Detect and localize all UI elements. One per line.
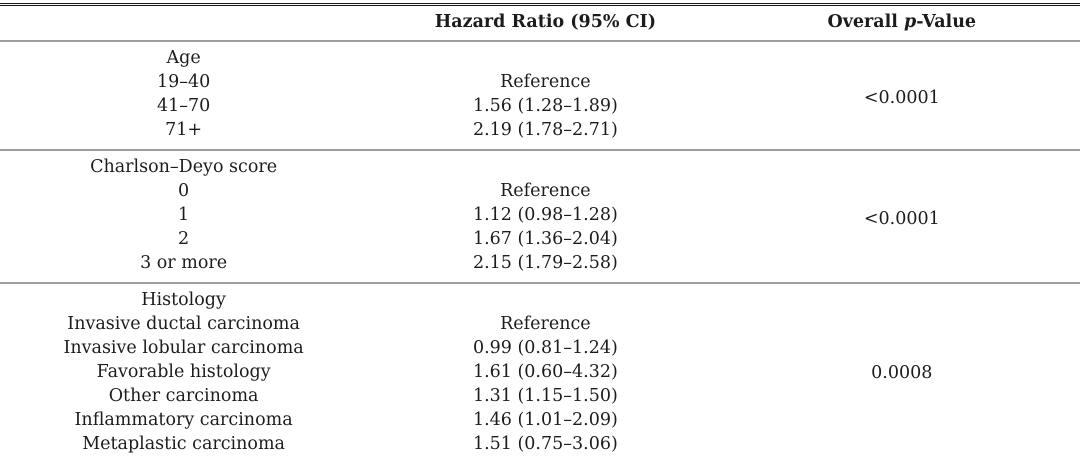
hazard-ratio-cell [367,41,723,70]
pvalue-cell: 0.0008 [871,363,933,383]
table-row: 41–70 1.56 (1.28–1.89) [0,94,1080,118]
row-label: Inflammatory carcinoma [74,410,293,430]
row-label: 3 or more [140,253,228,273]
hazard-ratio-cell [367,150,723,179]
table-row: Charlson–Deyo score <0.0001 [0,150,1080,229]
table-header: Hazard Ratio (95% CI) Overall p-Value [0,5,1080,42]
section-age: Age <0.0001 19–40 Reference 41–70 1.56 (… [0,41,1080,150]
col-header-variable [0,5,367,42]
hazard-ratio-cell: Reference [500,314,591,334]
table-row: Other carcinoma 1.31 (1.15–1.50) [0,384,1080,408]
pvalue-header-prefix: Overall [827,12,898,32]
row-label: 19–40 [156,72,211,92]
col-header-pvalue: Overall p-Value [724,5,1080,42]
table-row: 1 1.12 (0.98–1.28) [0,203,1080,227]
table-row: 19–40 Reference [0,70,1080,94]
table-row: Histology 0.0008 [0,283,1080,383]
row-label: Invasive ductal carcinoma [67,314,300,334]
pvalue-header-italic-p: p [904,12,917,32]
hazard-ratio-cell: 1.51 (0.75–3.06) [472,434,618,454]
row-label: 71+ [165,120,203,140]
row-label: Favorable histology [96,362,271,382]
hazard-ratio-table: Hazard Ratio (95% CI) Overall p-Value Ag… [0,3,1080,458]
row-label: 0 [178,181,190,201]
table-row: 2 1.67 (1.36–2.04) [0,227,1080,251]
col-header-hazard-ratio: Hazard Ratio (95% CI) [434,12,656,32]
table-row: Invasive ductal carcinoma Reference [0,312,1080,336]
row-label: 2 [178,229,190,249]
hazard-ratio-cell: 1.31 (1.15–1.50) [472,386,618,406]
hazard-ratio-cell: 1.12 (0.98–1.28) [472,205,618,225]
table-row: Favorable histology 1.61 (0.60–4.32) [0,360,1080,384]
row-label: 1 [178,205,190,225]
section-charlson-deyo: Charlson–Deyo score <0.0001 0 Reference … [0,150,1080,283]
table-row: Invasive lobular carcinoma 0.99 (0.81–1.… [0,336,1080,360]
table-row: 71+ 2.19 (1.78–2.71) [0,118,1080,150]
group-label: Age [166,48,201,68]
hazard-ratio-cell: Reference [500,72,591,92]
row-label: Invasive lobular carcinoma [63,338,304,358]
group-label: Histology [141,290,226,310]
hazard-ratio-cell: 2.19 (1.78–2.71) [472,120,618,140]
table-row: Age <0.0001 [0,41,1080,108]
row-label: 41–70 [156,96,211,116]
hazard-ratio-cell: 1.46 (1.01–2.09) [472,410,618,430]
hazard-ratio-cell: 0.99 (0.81–1.24) [472,338,618,358]
pvalue-cell: <0.0001 [863,87,940,108]
pvalue-cell: <0.0001 [863,208,940,229]
hazard-ratio-cell [367,283,723,312]
table-row: Metaplastic carcinoma 1.51 (0.75–3.06) [0,432,1080,458]
hazard-ratio-cell: 1.67 (1.36–2.04) [472,229,618,249]
row-label: Metaplastic carcinoma [82,434,285,454]
hazard-ratio-cell: 1.61 (0.60–4.32) [472,362,618,382]
pvalue-header-suffix: -Value [916,12,977,32]
hazard-ratio-cell: 2.15 (1.79–2.58) [472,253,618,273]
header-row: Hazard Ratio (95% CI) Overall p-Value [0,5,1080,42]
hazard-ratio-cell: Reference [500,181,591,201]
hazard-ratio-cell: 1.56 (1.28–1.89) [472,96,618,116]
group-label: Charlson–Deyo score [90,157,278,177]
table-row: Inflammatory carcinoma 1.46 (1.01–2.09) [0,408,1080,432]
table-row: 0 Reference [0,179,1080,203]
table-row: 3 or more 2.15 (1.79–2.58) [0,251,1080,283]
section-histology: Histology 0.0008 Invasive ductal carcino… [0,283,1080,458]
row-label: Other carcinoma [108,386,259,406]
